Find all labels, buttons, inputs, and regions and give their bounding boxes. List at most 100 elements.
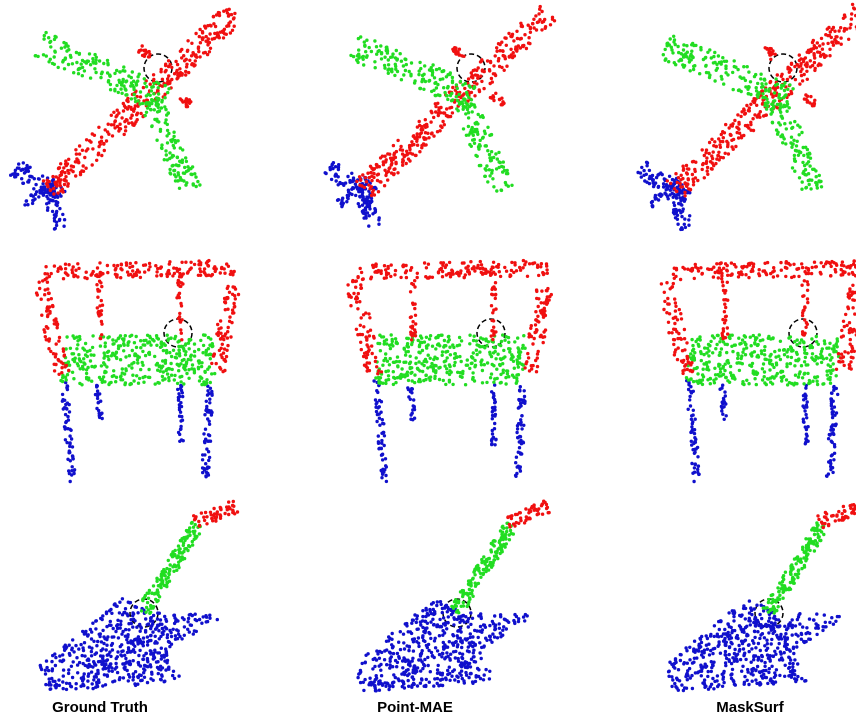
point (419, 653, 422, 656)
point (773, 650, 776, 653)
point (701, 681, 704, 684)
point (718, 266, 721, 269)
point (686, 268, 689, 271)
point (383, 184, 386, 187)
point (394, 161, 397, 164)
point (785, 378, 788, 381)
point (466, 605, 469, 608)
point (503, 69, 506, 72)
point (768, 368, 771, 371)
point (494, 297, 497, 300)
point (803, 73, 806, 76)
point (517, 406, 520, 409)
point (718, 363, 721, 366)
point (428, 379, 431, 382)
point (768, 81, 771, 84)
point (377, 434, 380, 437)
point (405, 162, 408, 165)
point (505, 65, 508, 68)
point (369, 171, 372, 174)
point (374, 360, 377, 363)
point (761, 378, 764, 381)
point (524, 260, 527, 263)
point (493, 408, 496, 411)
point (703, 686, 706, 689)
point (654, 197, 657, 200)
point (336, 199, 339, 202)
point (363, 45, 366, 48)
point (804, 386, 807, 389)
point (679, 178, 682, 181)
point (765, 676, 768, 679)
point (701, 383, 704, 386)
point (388, 663, 391, 666)
point (468, 334, 471, 337)
point (694, 44, 697, 47)
point (421, 649, 424, 652)
point (772, 266, 775, 269)
point (830, 265, 833, 268)
point (489, 274, 492, 277)
point (687, 408, 690, 411)
point (494, 92, 497, 95)
point (827, 524, 830, 527)
point (406, 386, 409, 389)
point (507, 32, 510, 35)
point (720, 386, 723, 389)
point (742, 265, 745, 268)
point (673, 351, 676, 354)
point (713, 647, 716, 650)
point (774, 609, 777, 612)
point (445, 107, 448, 110)
point (540, 301, 543, 304)
point (773, 91, 776, 94)
point (737, 136, 740, 139)
point (361, 191, 364, 194)
point (755, 682, 758, 685)
point (830, 616, 833, 619)
point (733, 263, 736, 266)
point (350, 188, 353, 191)
point (744, 353, 747, 356)
point (706, 173, 709, 176)
point (546, 272, 549, 275)
point (440, 603, 443, 606)
point (465, 638, 468, 641)
point (706, 169, 709, 172)
point (438, 618, 441, 621)
point (731, 679, 734, 682)
point (470, 355, 473, 358)
point (770, 665, 773, 668)
point (453, 618, 456, 621)
point (514, 45, 517, 48)
point (537, 305, 540, 308)
point (689, 188, 692, 191)
point (385, 681, 388, 684)
point (749, 80, 752, 83)
point (534, 323, 537, 326)
point (492, 622, 495, 625)
point (378, 657, 381, 660)
point (733, 377, 736, 380)
point (375, 365, 378, 368)
point (746, 679, 749, 682)
point (489, 548, 492, 551)
point (387, 688, 390, 691)
point (843, 13, 846, 16)
point (714, 271, 717, 274)
point (414, 322, 417, 325)
point (458, 53, 461, 56)
point (687, 381, 690, 384)
point (488, 670, 491, 673)
point (111, 670, 114, 673)
point (386, 152, 389, 155)
point (789, 75, 792, 78)
point (446, 610, 449, 613)
point (761, 655, 764, 658)
point (499, 357, 502, 360)
point (816, 383, 819, 386)
point (719, 619, 722, 622)
point (365, 56, 368, 59)
point (542, 330, 545, 333)
point (691, 661, 694, 664)
